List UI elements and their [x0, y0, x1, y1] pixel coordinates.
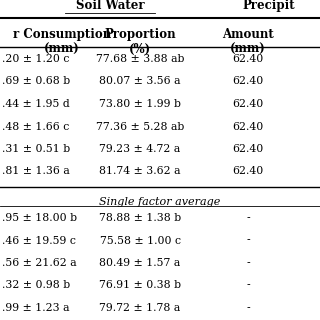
Text: 79.23 ± 4.72 a: 79.23 ± 4.72 a: [100, 144, 180, 154]
Text: 77.36 ± 5.28 ab: 77.36 ± 5.28 ab: [96, 122, 184, 132]
Text: .99 ± 1.23 a: .99 ± 1.23 a: [2, 303, 69, 313]
Text: 76.91 ± 0.38 b: 76.91 ± 0.38 b: [99, 281, 181, 291]
Text: r Consumption
(mm): r Consumption (mm): [13, 28, 111, 56]
Text: .46 ± 19.59 c: .46 ± 19.59 c: [2, 236, 76, 245]
Text: .56 ± 21.62 a: .56 ± 21.62 a: [2, 258, 76, 268]
Text: 62.40: 62.40: [232, 122, 264, 132]
Text: Soil Water: Soil Water: [76, 0, 144, 12]
Text: -: -: [246, 213, 250, 223]
Text: 62.40: 62.40: [232, 99, 264, 109]
Text: 79.72 ± 1.78 a: 79.72 ± 1.78 a: [100, 303, 180, 313]
Text: 62.40: 62.40: [232, 144, 264, 154]
Text: .95 ± 18.00 b: .95 ± 18.00 b: [2, 213, 77, 223]
Text: 62.40: 62.40: [232, 166, 264, 177]
Text: 62.40: 62.40: [232, 54, 264, 64]
Text: 75.58 ± 1.00 c: 75.58 ± 1.00 c: [100, 236, 180, 245]
Text: .44 ± 1.95 d: .44 ± 1.95 d: [2, 99, 70, 109]
Text: Amount
(mm): Amount (mm): [222, 28, 274, 56]
Text: .20 ± 1.20 c: .20 ± 1.20 c: [2, 54, 69, 64]
Text: 81.74 ± 3.62 a: 81.74 ± 3.62 a: [99, 166, 181, 177]
Text: 80.07 ± 3.56 a: 80.07 ± 3.56 a: [99, 76, 181, 86]
Text: 62.40: 62.40: [232, 76, 264, 86]
Text: 73.80 ± 1.99 b: 73.80 ± 1.99 b: [99, 99, 181, 109]
Text: .81 ± 1.36 a: .81 ± 1.36 a: [2, 166, 70, 177]
Text: .31 ± 0.51 b: .31 ± 0.51 b: [2, 144, 70, 154]
Text: -: -: [246, 258, 250, 268]
Text: .48 ± 1.66 c: .48 ± 1.66 c: [2, 122, 69, 132]
Text: Proportion
(%): Proportion (%): [104, 28, 176, 56]
Text: .69 ± 0.68 b: .69 ± 0.68 b: [2, 76, 70, 86]
Text: Single factor average: Single factor average: [99, 197, 221, 207]
Text: Precipit: Precipit: [242, 0, 295, 12]
Text: 80.49 ± 1.57 a: 80.49 ± 1.57 a: [100, 258, 180, 268]
Text: 78.88 ± 1.38 b: 78.88 ± 1.38 b: [99, 213, 181, 223]
Text: -: -: [246, 303, 250, 313]
Text: .32 ± 0.98 b: .32 ± 0.98 b: [2, 281, 70, 291]
Text: 77.68 ± 3.88 ab: 77.68 ± 3.88 ab: [96, 54, 184, 64]
Text: -: -: [246, 281, 250, 291]
Text: -: -: [246, 236, 250, 245]
